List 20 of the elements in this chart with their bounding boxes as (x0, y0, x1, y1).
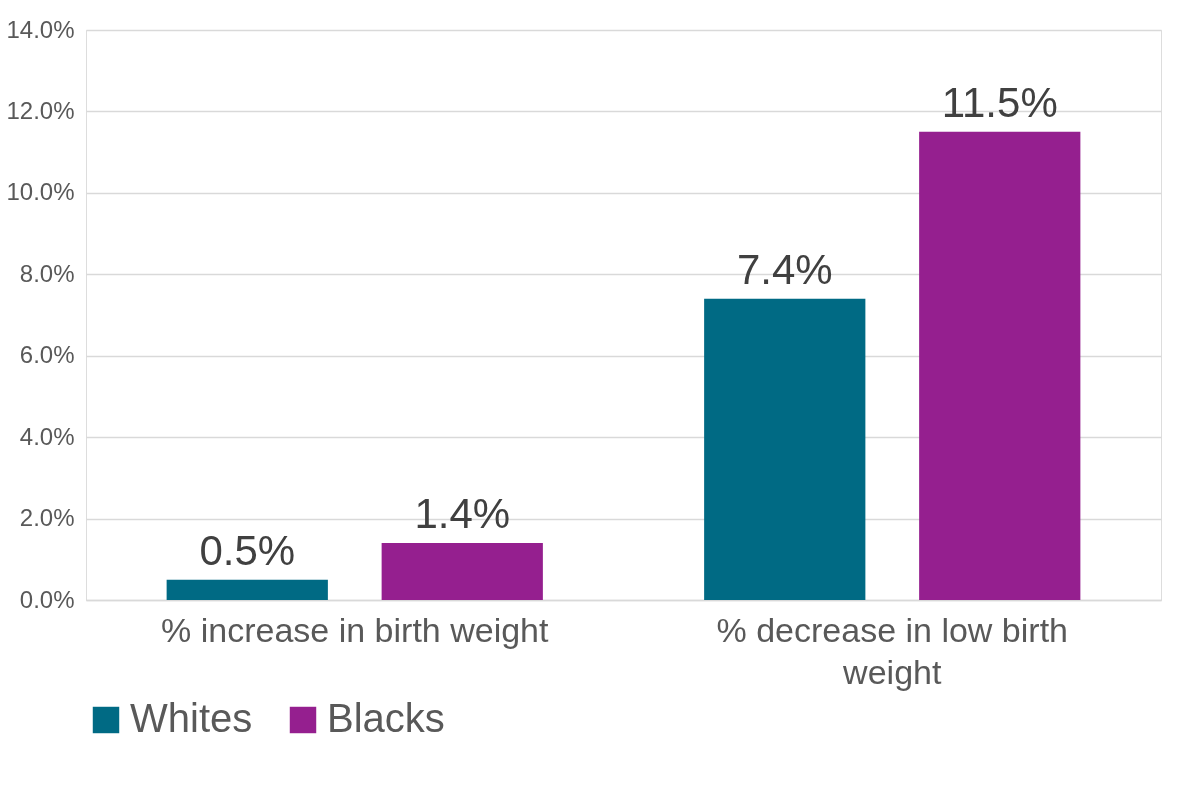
data-label: 1.4% (414, 490, 511, 537)
data-label: 0.5% (199, 526, 296, 574)
legend-label: Whites (130, 696, 253, 740)
bar (166, 579, 328, 600)
legend-label: Blacks (327, 696, 445, 740)
y-tick-label: 14.0% (6, 15, 75, 43)
y-tick-label: 0.0% (19, 585, 75, 613)
bar (381, 543, 543, 600)
x-tick-label: % increase in birth weight (161, 610, 550, 649)
data-label: 11.5% (941, 78, 1058, 126)
bar (919, 131, 1081, 600)
y-tick-label: 2.0% (19, 504, 75, 532)
y-tick-label: 8.0% (19, 259, 75, 287)
bar (704, 298, 866, 600)
y-tick-label: 12.0% (6, 96, 75, 124)
y-tick-label: 6.0% (19, 341, 75, 369)
y-tick-label: 10.0% (6, 178, 75, 206)
x-tick-label: % decrease in low birth weight (716, 610, 1069, 691)
y-tick-label: 4.0% (19, 422, 75, 450)
data-label: 7.4% (736, 245, 833, 293)
